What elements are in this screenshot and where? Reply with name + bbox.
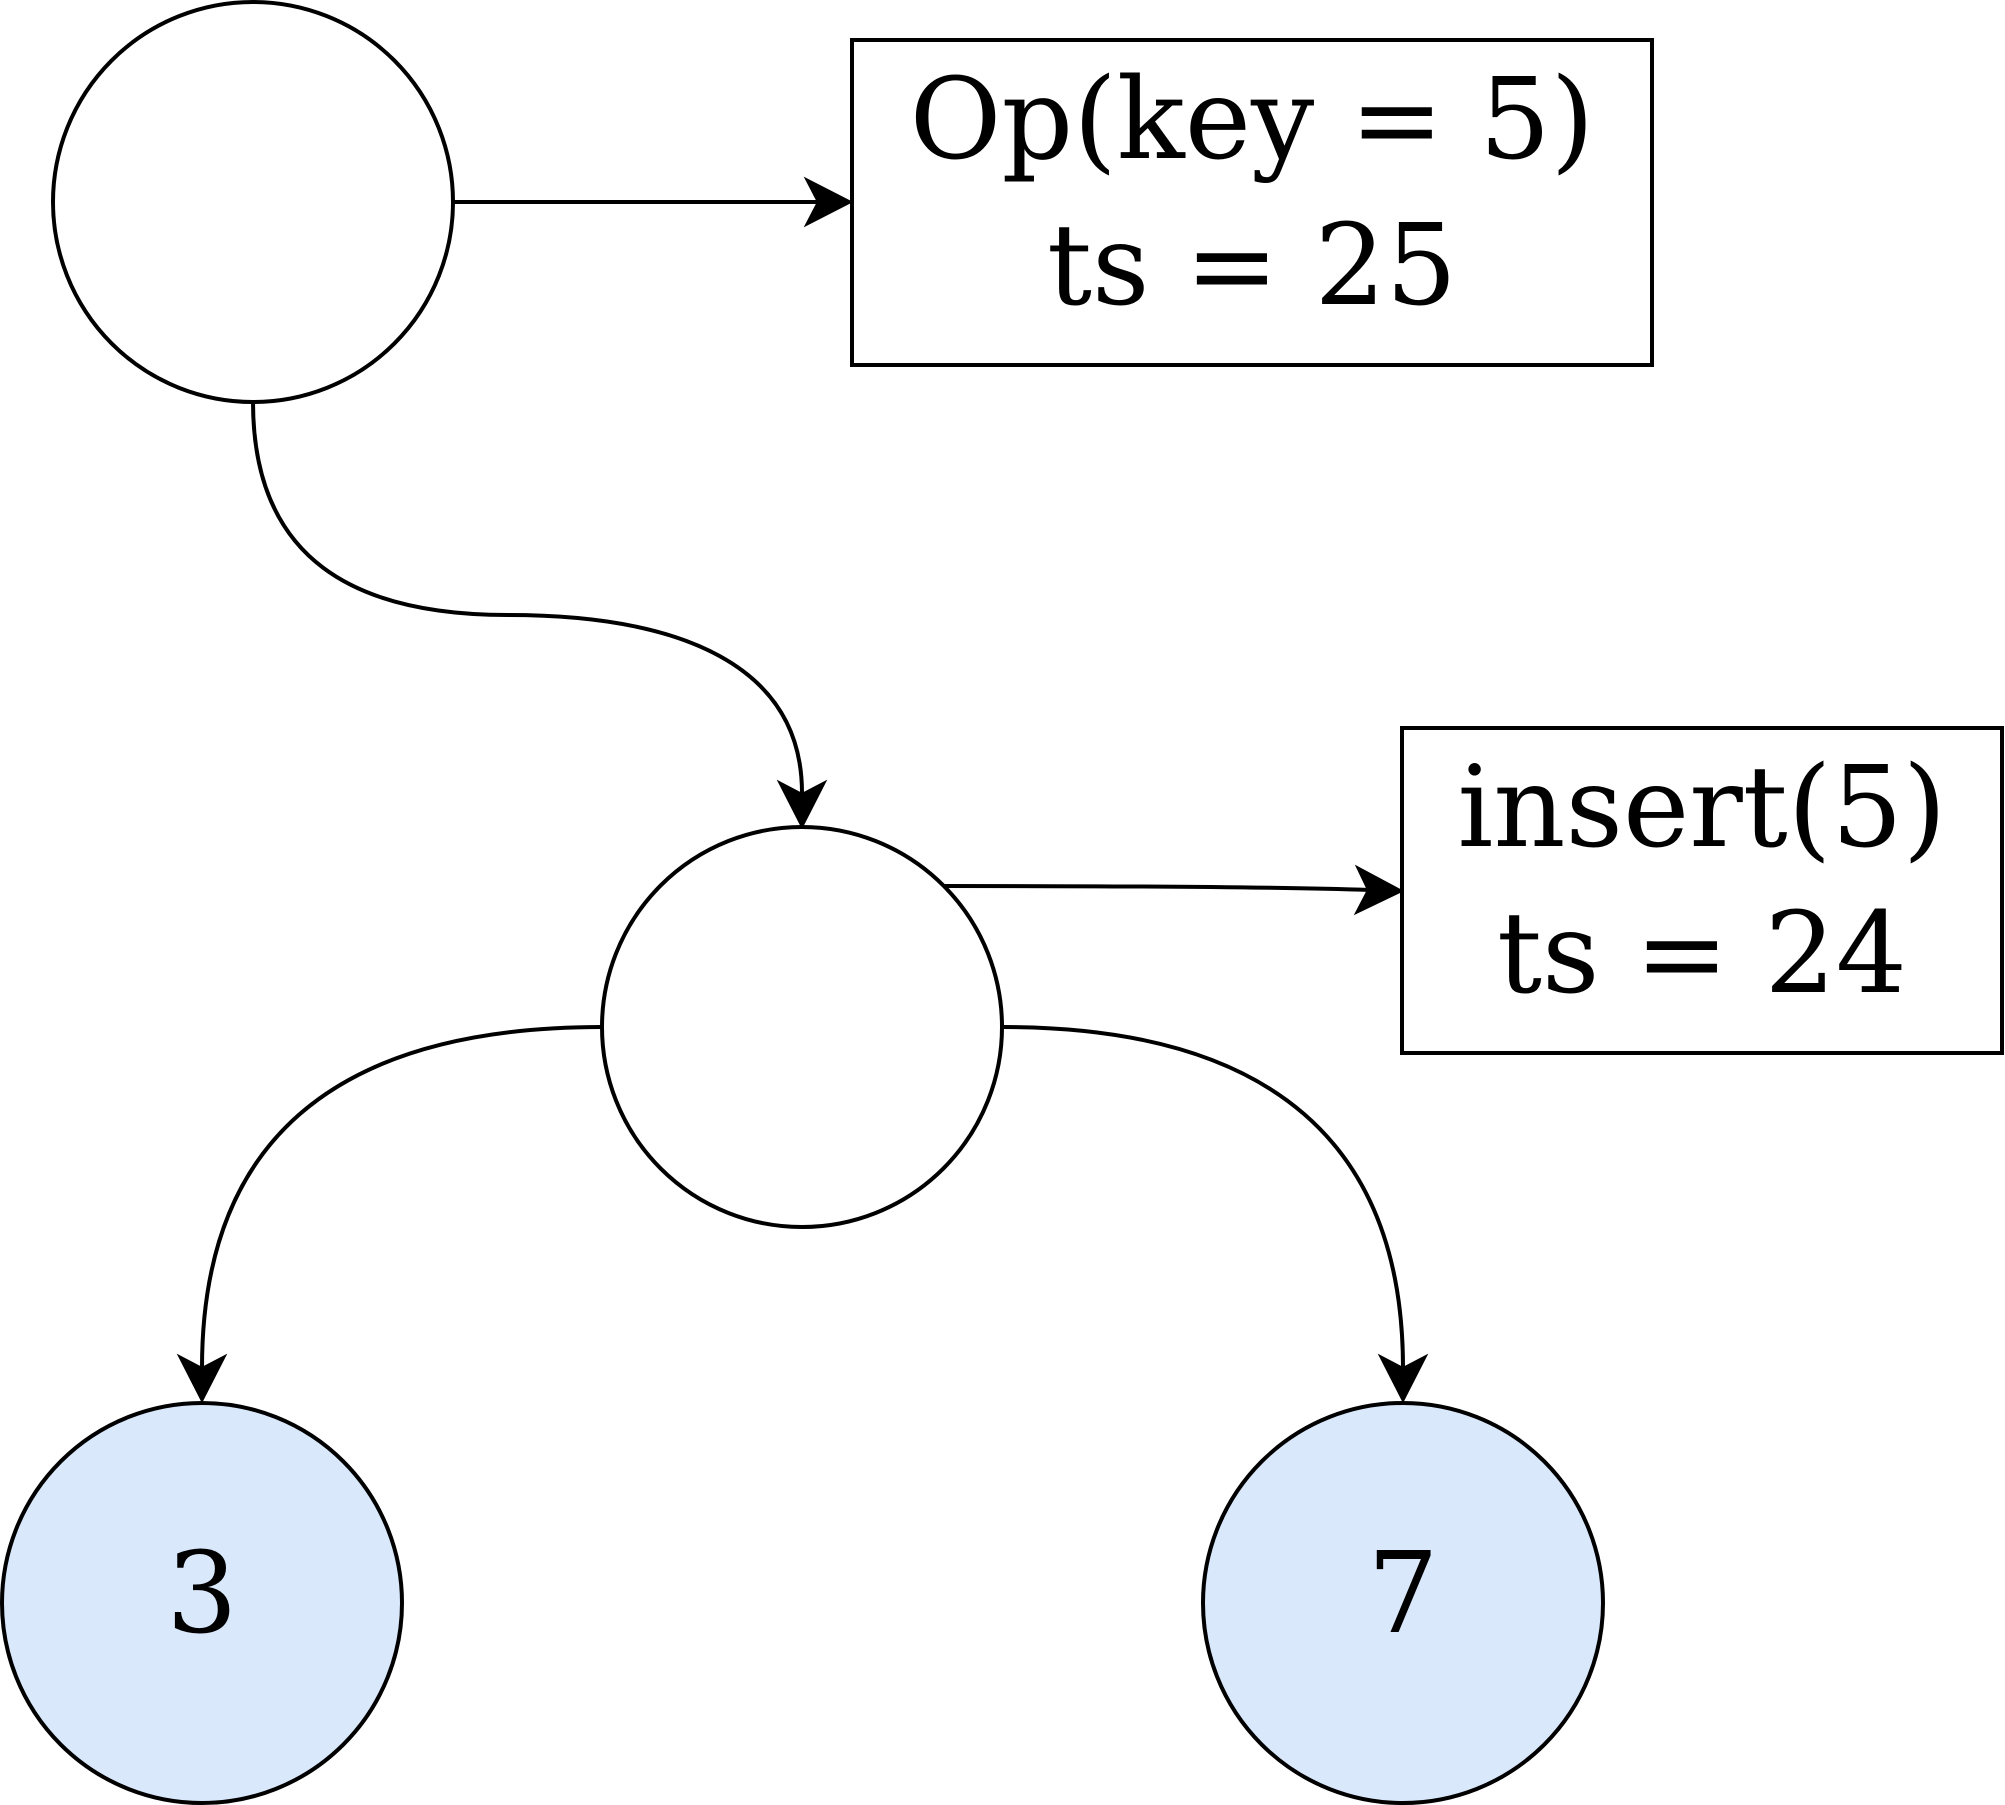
nodes: 3 7: [0, 0, 1605, 1805]
leaf-node-3: 3: [0, 1401, 404, 1805]
op-box: Op(key = 5) ts = 25: [850, 38, 1654, 367]
insert-box-line1: insert(5): [1458, 743, 1947, 873]
arrowhead-root-to-op-box: [803, 176, 854, 228]
op-box-line1: Op(key = 5): [910, 55, 1595, 185]
arrowhead-middle-node-to-leaf-3: [176, 1353, 228, 1404]
insert-box-rect: [1400, 726, 2004, 1055]
insert-box-line2: ts = 24: [1497, 889, 1907, 1019]
boxes: Op(key = 5) ts = 25 insert(5) ts = 24: [850, 38, 2004, 1055]
op-box-line2: ts = 25: [1047, 201, 1457, 331]
root-node: [51, 0, 455, 404]
leaf-node-7-label: 7: [1367, 1529, 1438, 1659]
edge-middle-node-to-leaf-3: [200, 1025, 603, 1369]
leaf-node-7: 7: [1201, 1401, 1605, 1805]
leaf-node-7-circle: [1201, 1401, 1605, 1805]
edge-middle-node-to-leaf-7: [1002, 1025, 1405, 1369]
edge-middle-node-to-insert-box: [939, 884, 1371, 892]
middle-node: [600, 825, 1004, 1229]
leaf-node-3-circle: [0, 1401, 404, 1805]
arrowhead-middle-node-to-leaf-7: [1377, 1353, 1429, 1404]
edge-root-to-middle-node: [251, 401, 804, 794]
insert-box: insert(5) ts = 24: [1400, 726, 2004, 1055]
arrowhead-root-to-middle-node: [776, 779, 828, 830]
edges: [176, 176, 1429, 1404]
op-box-rect: [850, 38, 1654, 367]
leaf-node-3-label: 3: [166, 1529, 237, 1659]
arrowhead-middle-node-to-insert-box: [1353, 864, 1405, 916]
